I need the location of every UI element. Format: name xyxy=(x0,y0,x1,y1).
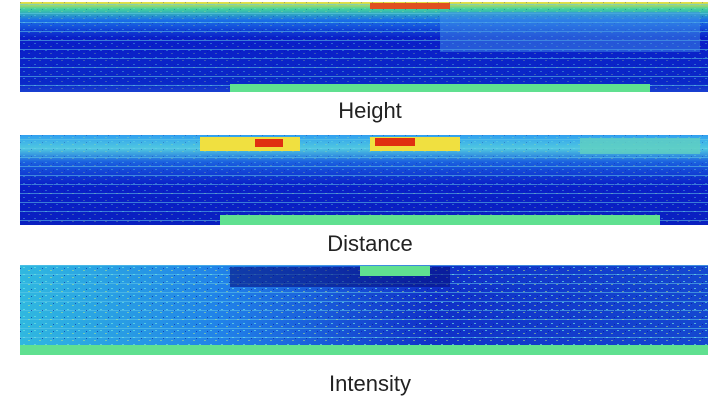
highlight xyxy=(360,266,430,276)
highlight xyxy=(200,137,300,151)
highlight xyxy=(375,138,415,146)
ground xyxy=(20,345,708,355)
height-panel: Height xyxy=(20,2,708,123)
figure: Height Distance Intensity xyxy=(0,0,708,400)
region xyxy=(580,138,700,154)
caption: Height xyxy=(338,98,402,123)
region xyxy=(440,12,700,52)
ground xyxy=(230,84,650,92)
highlight xyxy=(255,139,283,147)
intensity-panel: Intensity xyxy=(20,265,708,396)
distance-panel: Distance xyxy=(20,135,708,256)
caption: Intensity xyxy=(329,371,411,396)
highlight xyxy=(370,3,450,9)
caption: Distance xyxy=(327,231,413,256)
ground xyxy=(220,215,660,225)
